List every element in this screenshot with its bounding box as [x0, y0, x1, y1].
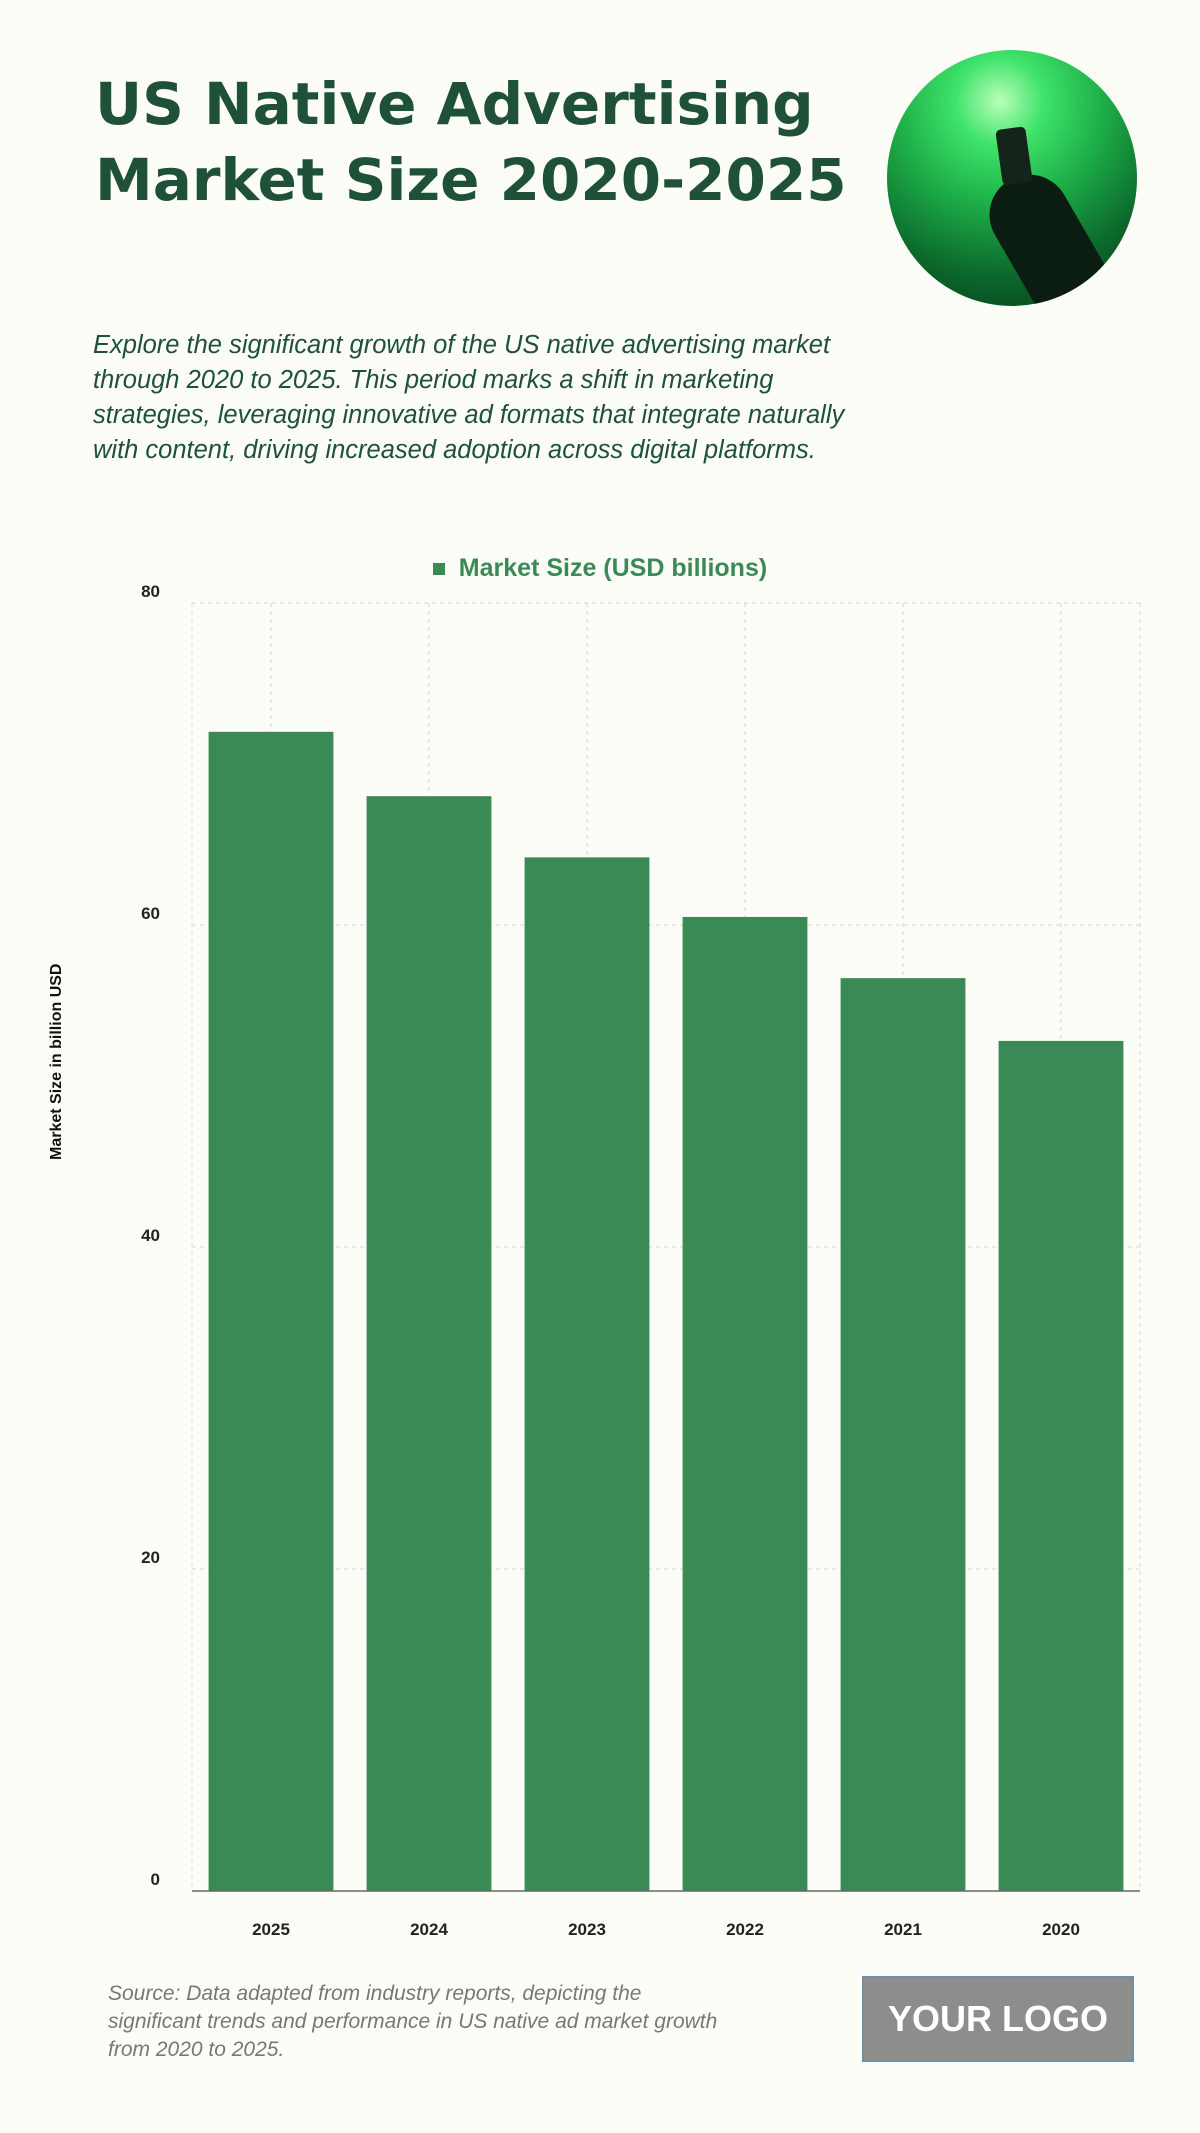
y-tick-label: 20	[141, 1548, 160, 1567]
x-tick-label: 2022	[726, 1920, 764, 1939]
x-tick-label: 2020	[1042, 1920, 1080, 1939]
chart-legend: Market Size (USD billions)	[0, 554, 1200, 583]
x-tick-label: 2023	[568, 1920, 606, 1939]
y-tick-label: 0	[151, 1870, 160, 1889]
bar-2023	[524, 857, 650, 1891]
y-tick-label: 40	[141, 1226, 160, 1245]
bar-2025	[208, 731, 334, 1891]
y-tick-label: 80	[141, 582, 160, 601]
legend-swatch	[432, 563, 445, 576]
x-tick-label: 2024	[410, 1920, 448, 1939]
legend-label: Market Size (USD billions)	[458, 554, 768, 582]
bar-2022	[682, 916, 808, 1891]
bar-2021	[840, 978, 966, 1891]
y-tick-label: 60	[141, 904, 160, 923]
x-tick-label: 2021	[884, 1920, 922, 1939]
source-note: Source: Data adapted from industry repor…	[108, 1982, 718, 2061]
bar-2024	[366, 796, 492, 1892]
bar-2020	[998, 1040, 1124, 1891]
hero-image	[887, 50, 1137, 306]
page-title: US Native Advertising Market Size 2020-2…	[95, 70, 847, 214]
x-tick-label: 2025	[252, 1920, 290, 1939]
description: Explore the significant growth of the US…	[93, 331, 845, 464]
logo-placeholder: YOUR LOGO	[862, 1976, 1134, 2062]
y-axis-label: Market Size in billion USD	[48, 963, 65, 1160]
